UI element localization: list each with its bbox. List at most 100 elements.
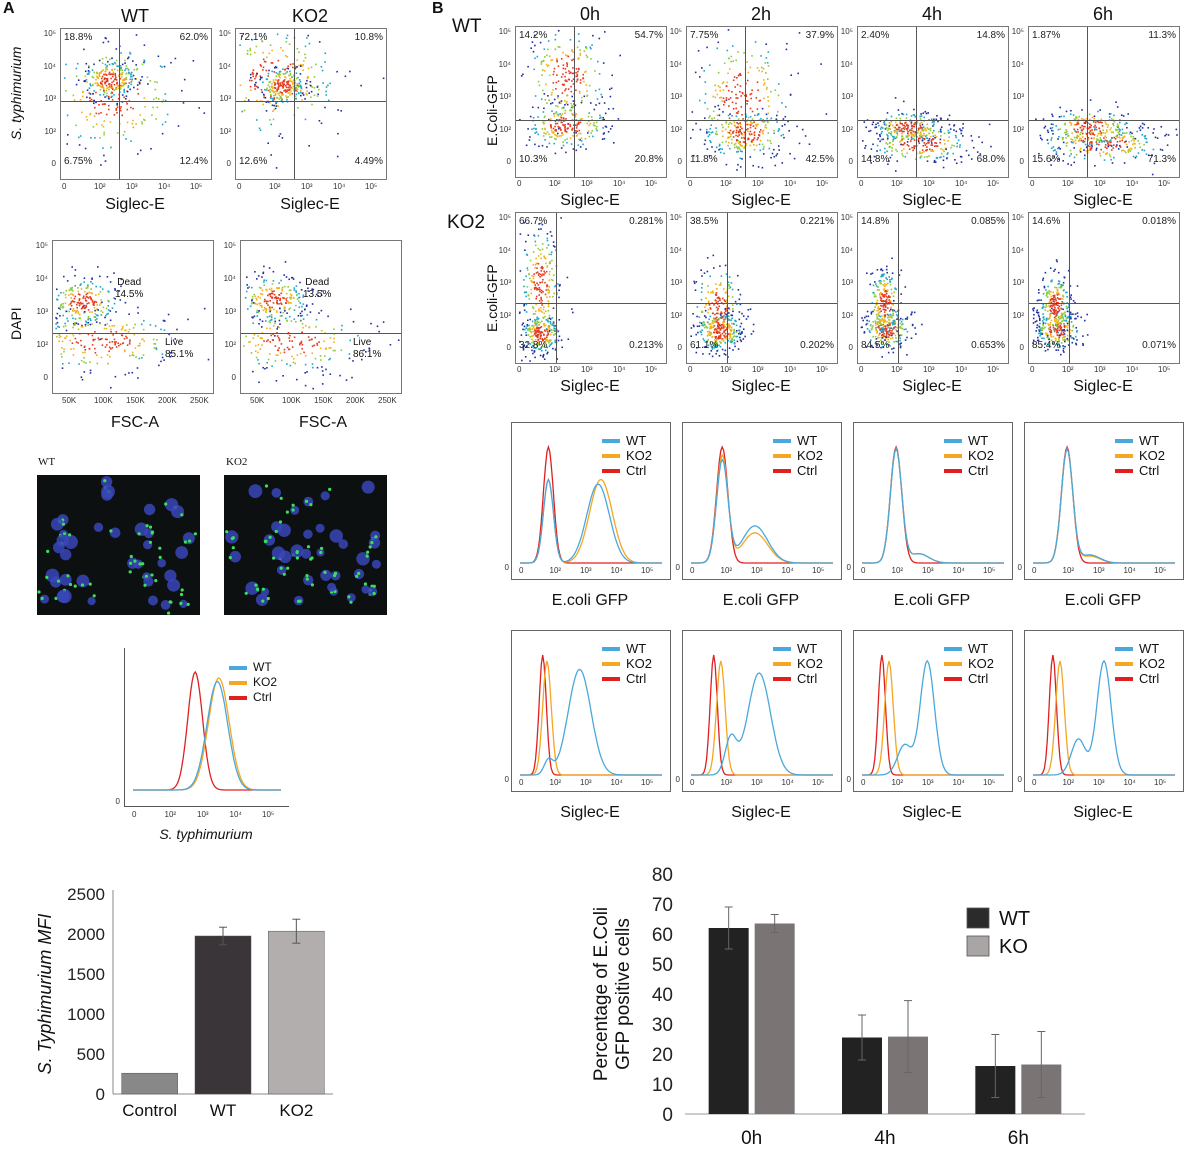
x-tick-label: 10³ xyxy=(751,778,763,787)
quad-ur: 62.0% xyxy=(179,32,208,43)
y-tick-label: 20 xyxy=(652,1045,673,1066)
x-tick-label: 10² xyxy=(1062,566,1075,575)
x-tick-label: 0 xyxy=(690,566,695,575)
y-tick-label: 10⁵ xyxy=(218,29,231,38)
quad-ur: 0.018% xyxy=(1142,216,1176,227)
a-viability-ko2-events xyxy=(243,261,400,390)
panel-a-col-title-ko2: KO2 xyxy=(291,6,329,26)
b-gfp-hist-curves-1 xyxy=(691,445,833,564)
a-histogram-xlabel: S. typhimurium xyxy=(159,826,253,842)
a-histogram-axes: WT KO2 Ctrl xyxy=(124,648,289,807)
b-ko-xlabel: Siglec-E xyxy=(731,378,791,395)
b-wt-xlabel: Siglec-E xyxy=(1073,192,1133,209)
quad-ll: 6.75% xyxy=(64,156,93,167)
x-tick-label: 10³ xyxy=(923,179,935,188)
x-tick-label: 10⁴ xyxy=(955,365,968,374)
quad-lr: 12.4% xyxy=(179,156,208,167)
b-ko-scatter-4h: 14.8% 0.085% 84.5% 0.653% xyxy=(857,212,1009,364)
y-tick-label: 10² xyxy=(44,126,56,136)
quad-ul: 38.5% xyxy=(690,216,719,227)
x-tick-label: 10⁴ xyxy=(613,365,626,374)
y-axis-label: Percentage of E.Coli xyxy=(591,907,612,1081)
x-tick-label: 10³ xyxy=(922,778,934,787)
quad-ul: 7.75% xyxy=(690,30,719,41)
y-tick-label: 0 xyxy=(848,157,853,166)
y-axis-label-line2: GFP positive cells xyxy=(613,918,634,1070)
y-tick-label: 10² xyxy=(499,310,511,320)
a-viability-ko2-xlabel: FSC-A xyxy=(299,414,347,431)
b-time-title-4h: 4h xyxy=(921,4,943,24)
x-tick-label: 10² xyxy=(720,365,732,374)
x-tick-label: 0 xyxy=(517,179,522,188)
b-siglec-hist-xlabel: Siglec-E xyxy=(560,804,620,821)
y-tick-label: 2000 xyxy=(67,925,105,944)
y-tick-label: 10⁵ xyxy=(223,241,236,250)
y-tick-label: 10⁵ xyxy=(840,213,853,222)
x-tick-label: 10² xyxy=(891,365,903,374)
micro-image-wt xyxy=(37,475,200,615)
quad-ll: 15.6% xyxy=(1032,154,1061,165)
x-tick-label: 10³ xyxy=(580,778,592,787)
y-tick-label: 0 xyxy=(506,157,511,166)
y-tick-label: 10⁵ xyxy=(43,29,56,38)
x-tick-label: 10² xyxy=(1062,179,1074,188)
y-tick-label: 10² xyxy=(841,310,853,320)
events xyxy=(243,261,400,390)
y-tick-label: 10⁵ xyxy=(669,27,682,36)
a-viability-wt-events xyxy=(55,266,210,389)
x-tick-label: 10⁵ xyxy=(987,365,1000,374)
x-tick-label: 50K xyxy=(62,396,77,405)
x-tick-label: 10⁴ xyxy=(781,566,794,575)
quad-ul: 14.2% xyxy=(519,30,548,41)
x-tick-label: 50K xyxy=(250,396,265,405)
x-tick-label: 10⁵ xyxy=(641,778,654,787)
b-wt-xlabel: Siglec-E xyxy=(731,192,791,209)
live-gate: Live 86.1% xyxy=(353,337,382,360)
quad-ul: 2.40% xyxy=(861,30,890,41)
y-tick-label: 0 xyxy=(96,1085,105,1104)
x-tick-label: 10⁵ xyxy=(1158,179,1171,188)
x-tick-label: 10⁵ xyxy=(1154,778,1167,787)
micro-cells-ko2 xyxy=(225,480,381,606)
y-tick-label: 10⁴ xyxy=(35,274,48,283)
y-tick-label: 0 xyxy=(506,343,511,352)
bar-Control xyxy=(121,1072,178,1095)
bar-chart-typhimurium: 0 500 1000 1500 2000 2500 S. Typhimurium MFI Co… xyxy=(35,885,333,1120)
x-tick-label: 10² xyxy=(94,182,106,191)
y-tick-label: 10³ xyxy=(1012,278,1024,287)
b-row-title-ko2: KO2 xyxy=(447,212,486,233)
b-hist-y0: 0 xyxy=(675,775,680,784)
quad-ll: 85.4% xyxy=(1032,340,1061,351)
b-ko-scatter-events-2 xyxy=(860,257,923,358)
a-scatter-wt-events xyxy=(63,34,206,166)
b-wt-scatter-6h: 1.87% 11.3% 15.6% 71.3% xyxy=(1028,26,1180,178)
b-wt-scatter-4h: 2.40% 14.8% 14.8% 68.0% xyxy=(857,26,1009,178)
x-tick-label: 200K xyxy=(158,396,177,405)
y-tick-label: 10³ xyxy=(499,92,511,101)
a-scatter-wt-xlabel: Siglec-E xyxy=(105,196,165,213)
y-tick-label: 10⁴ xyxy=(840,59,853,69)
y-tick-label: 10² xyxy=(1012,310,1024,320)
x-tick-label: 0 xyxy=(861,778,866,787)
x-tick-label: 10² xyxy=(269,182,281,191)
y-tick-label: 10² xyxy=(36,340,48,349)
events xyxy=(55,266,210,389)
y-tick-label: 10² xyxy=(670,124,682,134)
x-tick-label: 10⁵ xyxy=(816,365,829,374)
x-tick-label: 10⁵ xyxy=(983,566,996,575)
x-tick-label: 10⁴ xyxy=(229,810,242,819)
a-viability-ko2: Dead 13.5% Live 86.1% xyxy=(240,240,402,394)
b-wt-scatter-events-0 xyxy=(519,30,621,155)
b-gfp-hist-4h: WT KO2 Ctrl xyxy=(853,422,1013,580)
bar-KO2 xyxy=(268,930,325,1095)
x-tick-label: 10² xyxy=(891,179,903,188)
x-tick-label: 10⁴ xyxy=(784,365,797,374)
b-ko-scatter-events-0 xyxy=(518,217,574,362)
a-scatter-ko2-xlabel: Siglec-E xyxy=(280,196,340,213)
b-siglec-hist-curves-3 xyxy=(1033,654,1175,776)
micro-cells-wt xyxy=(37,476,197,615)
x-tick-label: 10⁴ xyxy=(610,566,623,575)
hist-curve-wt xyxy=(862,659,1004,776)
x-tick-label: 200K xyxy=(346,396,365,405)
quad-ll: 84.5% xyxy=(861,340,890,351)
